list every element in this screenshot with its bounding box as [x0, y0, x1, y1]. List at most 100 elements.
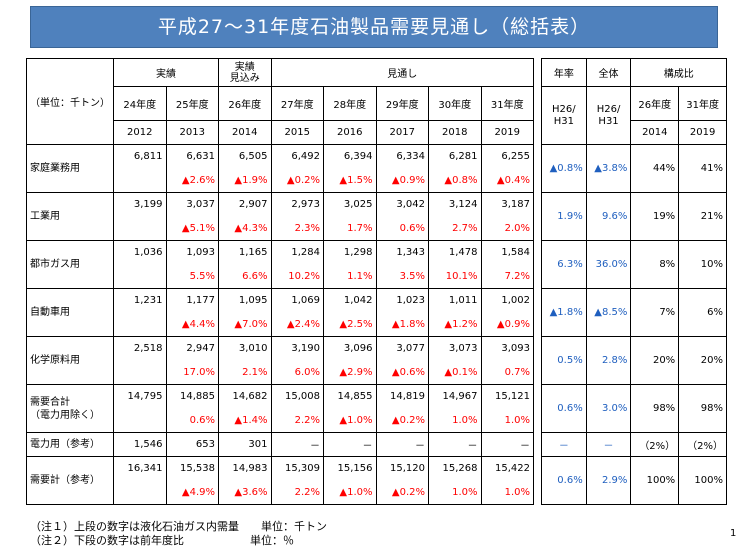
- value-cell: 15,309: [270, 456, 324, 481]
- change-cell: [113, 168, 167, 193]
- calendar-year-header: 2015: [270, 120, 324, 145]
- group-estimate: 実績 見込み: [218, 58, 272, 87]
- overall-cell: －: [585, 432, 632, 457]
- composition-2019-cell: 6%: [678, 288, 727, 337]
- fiscal-year-header: 27年度: [270, 86, 324, 121]
- value-cell: 3,073: [428, 336, 482, 361]
- change-cell: ▲0.1%: [428, 360, 482, 385]
- composition-2019-cell: 21%: [678, 192, 727, 241]
- value-cell: 3,187: [480, 192, 534, 217]
- change-cell: ▲4.9%: [165, 480, 219, 505]
- change-cell: 0.6%: [375, 216, 429, 241]
- page-number: 1: [730, 528, 737, 539]
- value-cell: 1,069: [270, 288, 324, 313]
- value-cell: 1,231: [113, 288, 167, 313]
- change-cell: ▲0.9%: [480, 312, 534, 337]
- composition-2019-cell: 98%: [678, 384, 727, 433]
- value-cell: 6,492: [270, 144, 324, 169]
- composition-2014-cell: （2%）: [630, 432, 680, 457]
- change-cell: 2.3%: [270, 216, 324, 241]
- change-cell: [113, 312, 167, 337]
- fiscal-year-header: 29年度: [375, 86, 429, 121]
- value-cell: 3,199: [113, 192, 167, 217]
- value-cell: 14,795: [113, 384, 167, 409]
- fiscal-year-header: 24年度: [113, 86, 167, 121]
- change-cell: ▲2.6%: [165, 168, 219, 193]
- calendar-year-header: 2018: [428, 120, 482, 145]
- change-cell: [113, 480, 167, 505]
- change-cell: ▲1.0%: [323, 408, 377, 433]
- value-cell: 14,885: [165, 384, 219, 409]
- change-cell: 2.1%: [218, 360, 272, 385]
- value-cell: 301: [218, 432, 272, 457]
- value-cell: 15,422: [480, 456, 534, 481]
- overall-cell: 3.0%: [585, 384, 632, 433]
- change-cell: 2.2%: [270, 480, 324, 505]
- value-cell: 15,538: [165, 456, 219, 481]
- value-cell: 1,343: [375, 240, 429, 265]
- change-cell: ▲1.0%: [323, 480, 377, 505]
- overall-cell: 36.0%: [585, 240, 632, 289]
- composition-2014-cell: 98%: [630, 384, 680, 433]
- annual-rate-cell: 1.9%: [541, 192, 587, 241]
- composition-2019-cell: 41%: [678, 144, 727, 193]
- comp-fy-2014: 26年度: [630, 86, 680, 121]
- calendar-year-header: 2016: [323, 120, 377, 145]
- value-cell: 1,042: [323, 288, 377, 313]
- annual-rate-header: 年率: [541, 58, 587, 87]
- row-label: 電力用（参考）: [26, 432, 114, 457]
- overall-period: H26/H31: [585, 86, 632, 145]
- value-cell: 14,855: [323, 384, 377, 409]
- calendar-year-header: 2019: [480, 120, 534, 145]
- fiscal-year-header: 28年度: [323, 86, 377, 121]
- annual-rate-cell: ▲1.8%: [541, 288, 587, 337]
- composition-2019-cell: 20%: [678, 336, 727, 385]
- value-cell: 15,156: [323, 456, 377, 481]
- row-label: 工業用: [26, 192, 114, 241]
- comp-cy-2019: 2019: [678, 120, 727, 145]
- change-cell: ▲1.8%: [375, 312, 429, 337]
- change-cell: ▲0.4%: [480, 168, 534, 193]
- change-cell: ▲4.4%: [165, 312, 219, 337]
- value-cell: 1,298: [323, 240, 377, 265]
- value-cell: 1,002: [480, 288, 534, 313]
- change-cell: ▲0.9%: [375, 168, 429, 193]
- composition-2019-cell: 10%: [678, 240, 727, 289]
- composition-2019-cell: （2%）: [678, 432, 727, 457]
- change-cell: 2.7%: [428, 216, 482, 241]
- value-cell: 1,584: [480, 240, 534, 265]
- change-cell: ▲0.2%: [375, 408, 429, 433]
- composition-2014-cell: 7%: [630, 288, 680, 337]
- value-cell: 1,023: [375, 288, 429, 313]
- overall-cell: ▲3.8%: [585, 144, 632, 193]
- value-cell: 3,093: [480, 336, 534, 361]
- value-cell: 1,284: [270, 240, 324, 265]
- change-cell: ▲0.6%: [375, 360, 429, 385]
- value-cell: 15,121: [480, 384, 534, 409]
- change-cell: 7.2%: [480, 264, 534, 289]
- ratio-table: 年率 全体 構成比 H26/H31 H26/H31 26年度 31年度 2014 2019 ▲0.…: [541, 58, 727, 505]
- value-cell: 2,907: [218, 192, 272, 217]
- change-cell: 2.2%: [270, 408, 324, 433]
- value-cell: －: [480, 432, 534, 457]
- change-cell: ▲0.8%: [428, 168, 482, 193]
- forecast-table: （単位：千トン） 実績 実績 見込み 見通し 24年度 25年度 26年度 27年度 28年度 29…: [26, 58, 534, 505]
- change-cell: 1.0%: [428, 408, 482, 433]
- calendar-year-header: 2014: [218, 120, 272, 145]
- change-cell: 0.6%: [165, 408, 219, 433]
- value-cell: 3,042: [375, 192, 429, 217]
- value-cell: 3,037: [165, 192, 219, 217]
- annual-rate-cell: ▲0.8%: [541, 144, 587, 193]
- annual-rate-cell: 0.6%: [541, 384, 587, 433]
- calendar-year-header: 2013: [165, 120, 219, 145]
- composition-2019-cell: 100%: [678, 456, 727, 505]
- footnotes: （注１）上段の数字は液化石油ガス内需量 単位：千トン （注２）下段の数字は前年度…: [30, 520, 327, 548]
- value-cell: 6,631: [165, 144, 219, 169]
- value-cell: －: [270, 432, 324, 457]
- value-cell: 14,682: [218, 384, 272, 409]
- change-cell: 5.5%: [165, 264, 219, 289]
- note-2: （注２）下段の数字は前年度比 単位：％: [30, 534, 294, 547]
- change-cell: 1.0%: [480, 480, 534, 505]
- composition-header: 構成比: [630, 58, 727, 87]
- value-cell: 16,341: [113, 456, 167, 481]
